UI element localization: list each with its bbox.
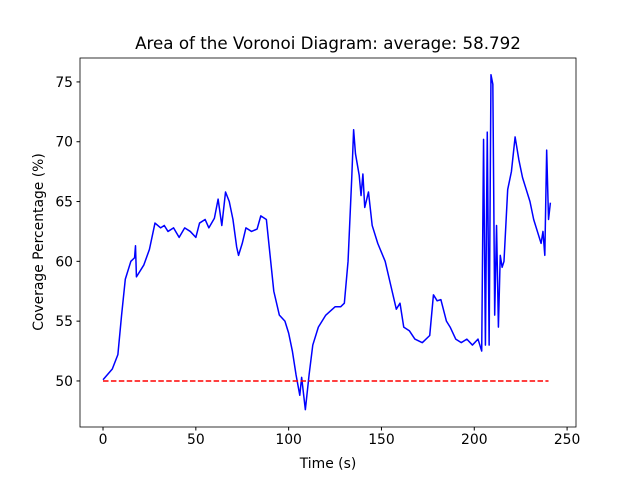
y-tick-label: 50 — [55, 374, 73, 390]
x-tick-label: 0 — [99, 432, 108, 448]
chart-title: Area of the Voronoi Diagram: average: 58… — [135, 33, 521, 53]
y-tick-label: 65 — [55, 195, 73, 211]
x-tick-label: 150 — [368, 432, 395, 448]
x-tick-label: 250 — [554, 432, 581, 448]
x-tick-label: 200 — [461, 432, 488, 448]
y-tick-label: 60 — [55, 254, 73, 270]
line — [102, 74, 552, 411]
y-axis-label: Coverage Percentage (%) — [31, 153, 47, 331]
x-axis-label: Time (s) — [299, 456, 357, 472]
y-tick-label: 75 — [55, 75, 73, 91]
y-tick-label: 70 — [55, 135, 73, 151]
x-tick-label: 100 — [275, 432, 302, 448]
x-tick-label: 50 — [187, 432, 205, 448]
plot-frame — [79, 57, 577, 428]
y-tick-label: 55 — [55, 314, 73, 330]
